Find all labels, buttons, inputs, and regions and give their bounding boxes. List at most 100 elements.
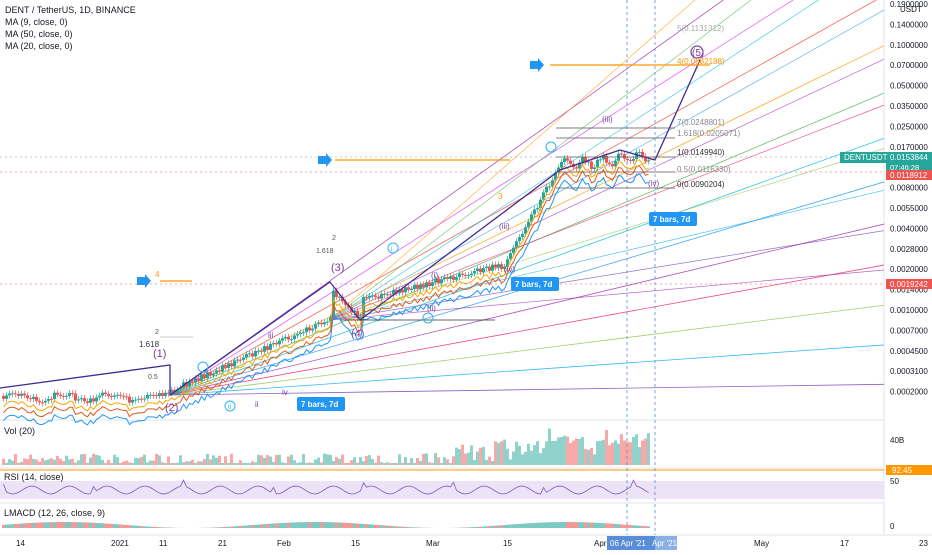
volume-bar: [575, 439, 578, 465]
macd-bar: [56, 522, 59, 528]
volume-bar: [71, 459, 74, 465]
candle-body: [17, 394, 20, 396]
macd-bar: [518, 524, 521, 528]
ma9-legend[interactable]: MA (9, close, 0): [5, 16, 136, 28]
rsi-pane-label[interactable]: RSI (14, close): [4, 472, 64, 482]
candle-body: [161, 393, 164, 396]
macd-bar: [218, 527, 221, 528]
candle-body: [461, 274, 464, 275]
macd-bar: [260, 524, 263, 528]
volume-bar: [329, 455, 332, 465]
price-axis-label: 0.0055000: [890, 204, 928, 213]
candle-body: [68, 393, 71, 396]
candle-body: [266, 346, 269, 350]
volume-bar: [107, 460, 110, 465]
volume-bar: [641, 441, 644, 465]
candle-body: [134, 400, 137, 401]
fib-label: 0.5: [148, 374, 158, 381]
ma50-legend[interactable]: MA (50, close, 0): [5, 28, 136, 40]
candle-body: [221, 365, 224, 371]
macd-bar: [320, 522, 323, 528]
macd-bar: [599, 523, 602, 528]
macd-bar: [119, 525, 122, 528]
volume-bar: [440, 463, 443, 465]
volume-bar: [494, 441, 497, 465]
volume-bar: [467, 453, 470, 465]
volume-bar: [518, 446, 521, 465]
macd-bar: [311, 522, 314, 528]
candle-body: [86, 401, 89, 403]
price-axis-label: 0.1000000: [890, 41, 928, 50]
volume-bar: [584, 449, 587, 465]
candle-body: [200, 374, 203, 381]
candle-body: [317, 323, 320, 324]
time-axis-label: Mar: [426, 539, 440, 548]
volume-bar: [368, 455, 371, 465]
volume-bar: [452, 456, 455, 465]
macd-bar: [389, 526, 392, 528]
candle-body: [14, 393, 17, 394]
volume-bar: [605, 430, 608, 465]
candle-body: [272, 343, 275, 344]
macd-bar: [281, 523, 284, 528]
candle-body: [467, 275, 470, 276]
volume-bar: [509, 459, 512, 465]
volume-scale-label: 40B: [890, 436, 904, 445]
volume-bar: [416, 458, 419, 465]
candle-body: [254, 351, 257, 356]
volume-bar: [425, 453, 428, 465]
macd-bar: [608, 524, 611, 528]
volume-bar: [38, 462, 41, 465]
volume-bar: [224, 456, 227, 465]
volume-bar: [236, 463, 239, 465]
macd-bar: [338, 523, 341, 528]
volume-bar: [92, 454, 95, 465]
macd-scale-label: 0: [890, 522, 895, 531]
symbol-title[interactable]: DENT / TetherUS, 1D, BINANCE: [5, 4, 136, 16]
candle-body: [464, 275, 467, 276]
time-axis-label: 17: [840, 539, 849, 548]
candle-body: [455, 277, 458, 280]
price-axis-label: 0.0020000: [890, 265, 928, 274]
volume-bar: [383, 463, 386, 465]
macd-bar: [335, 522, 338, 528]
volume-bar: [503, 440, 506, 465]
macd-pane-label[interactable]: LMACD (12, 26, close, 9): [4, 508, 105, 518]
volume-pane-label[interactable]: Vol (20): [4, 426, 35, 436]
price-tag-label: 0.0019242: [890, 280, 928, 289]
volume-bar: [113, 455, 116, 465]
macd-bar: [263, 524, 266, 528]
candle-body: [137, 399, 140, 400]
volume-bar: [176, 463, 179, 465]
candle-body: [287, 337, 290, 340]
macd-bar: [380, 525, 383, 528]
candle-body: [515, 241, 518, 247]
macd-bar: [350, 523, 353, 528]
candle-body: [452, 276, 455, 280]
candle-body: [44, 401, 47, 403]
candle-body: [479, 269, 482, 273]
candle-body: [122, 396, 125, 397]
date-range-label: 7 bars, 7d: [515, 280, 552, 289]
macd-bar: [164, 527, 167, 528]
volume-bar: [620, 434, 623, 465]
volume-bar: [230, 454, 233, 465]
volume-bar: [245, 463, 248, 465]
macd-bar: [347, 523, 350, 528]
volume-bar: [218, 456, 221, 465]
volume-bar: [323, 454, 326, 465]
volume-bar: [125, 461, 128, 465]
wave-sub-label: ii: [255, 400, 259, 409]
time-axis-label: Apr: [594, 539, 607, 548]
macd-bar: [80, 522, 83, 528]
ma20-legend[interactable]: MA (20, close, 0): [5, 40, 136, 52]
wave-sub-label: (iv): [504, 265, 515, 274]
volume-bar: [506, 449, 509, 465]
volume-bar: [167, 456, 170, 465]
macd-bar: [272, 524, 275, 528]
volume-bar: [188, 461, 191, 465]
candle-body: [368, 296, 371, 298]
volume-bar: [335, 457, 338, 465]
